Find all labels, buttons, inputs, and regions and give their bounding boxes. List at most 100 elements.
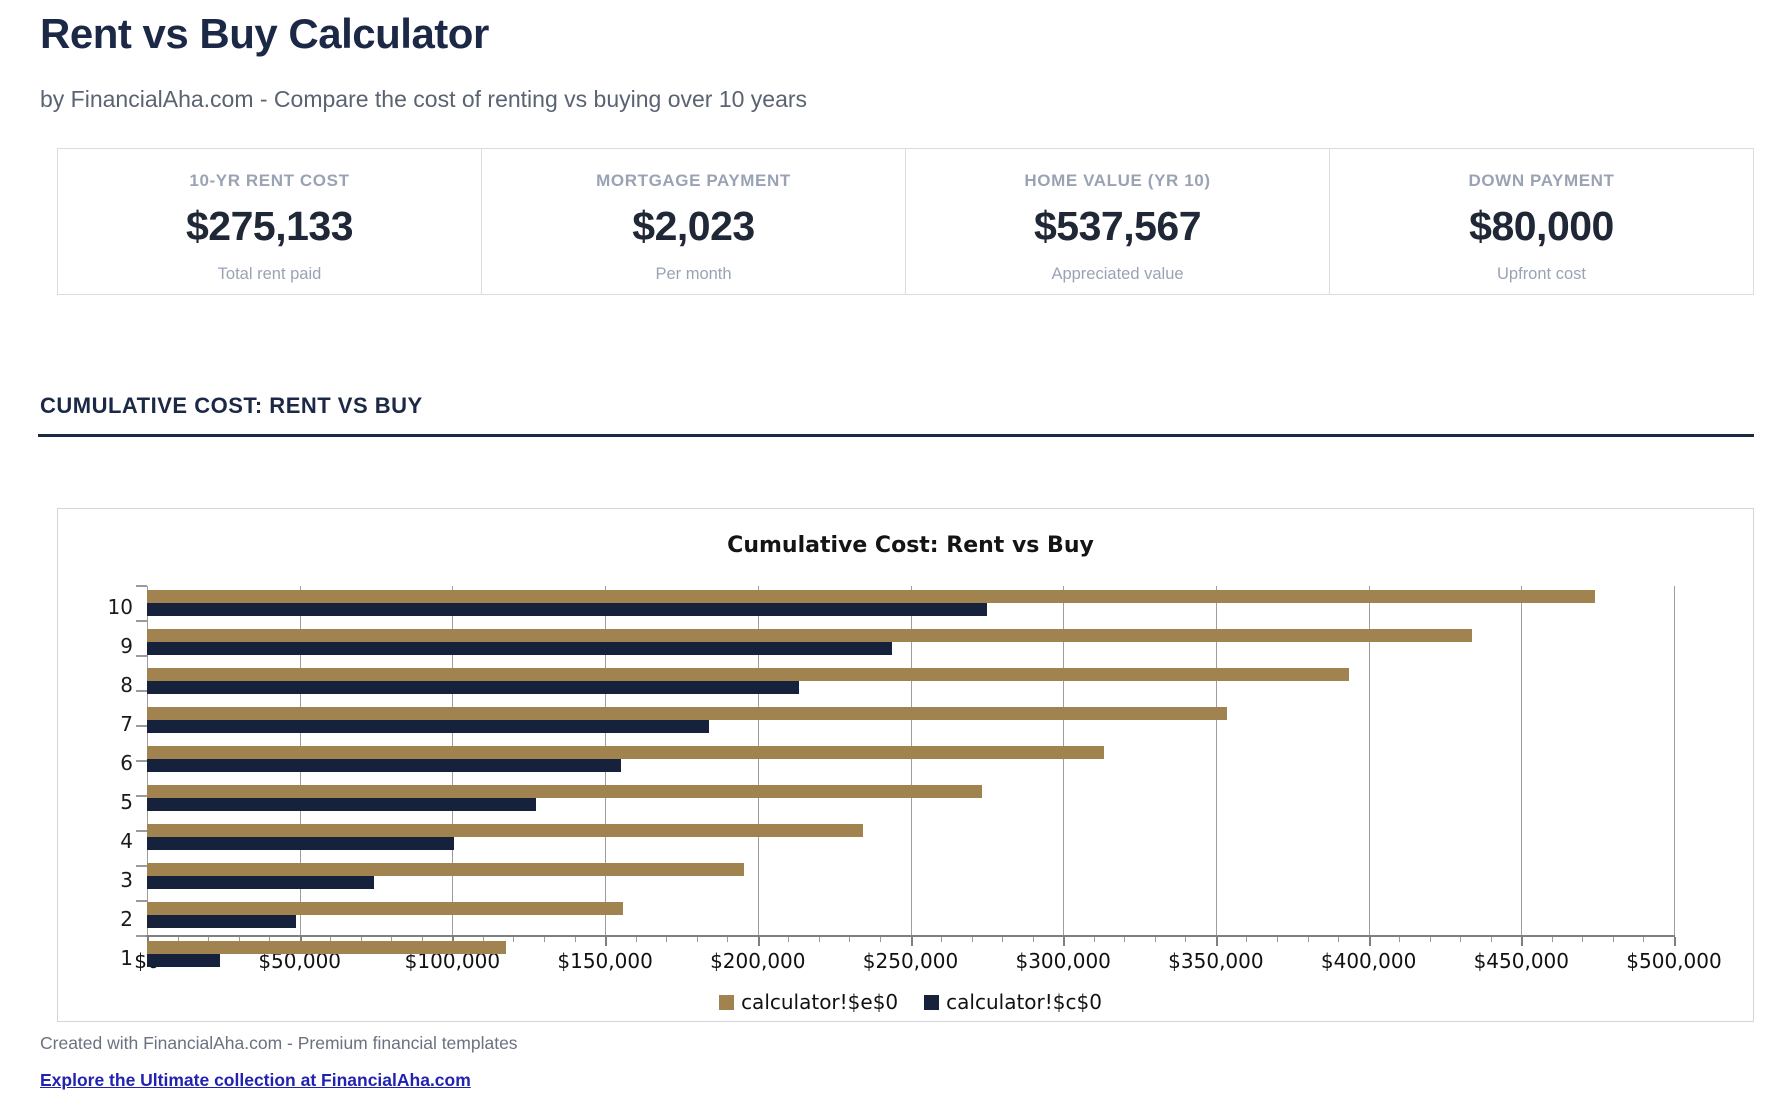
stat-label: MORTGAGE PAYMENT xyxy=(596,171,791,190)
y-axis-tick xyxy=(136,760,147,762)
buy-cost-bar xyxy=(147,941,506,954)
chart-container: Cumulative Cost: Rent vs Buy 10 9 8 7 6 5 4 3 2 1… xyxy=(57,508,1754,1022)
x-axis-minor-tick xyxy=(1093,937,1095,942)
x-axis-minor-tick xyxy=(544,937,546,942)
stat-card-rent-cost: 10-YR RENT COST $275,133 Total rent paid xyxy=(58,149,482,294)
x-axis-minor-tick xyxy=(1429,937,1431,942)
stat-sublabel: Total rent paid xyxy=(217,265,322,283)
x-axis-minor-tick xyxy=(177,937,179,942)
x-axis-major-tick xyxy=(1368,937,1371,946)
vertical-gridline xyxy=(1674,586,1675,936)
vertical-gridline xyxy=(910,586,912,936)
chart-title: Cumulative Cost: Rent vs Buy xyxy=(727,533,1094,558)
category-row: 2 xyxy=(120,902,1674,937)
vertical-gridline xyxy=(1368,586,1370,936)
buy-series-swatch-icon xyxy=(719,994,735,1010)
x-axis-minor-tick xyxy=(879,937,881,942)
x-axis-minor-tick xyxy=(727,937,729,942)
y-axis-label: 10 xyxy=(107,595,133,619)
y-axis-tick xyxy=(136,865,147,867)
rent-series-swatch-icon xyxy=(924,994,940,1010)
x-axis-minor-tick xyxy=(1551,937,1553,942)
stat-sublabel: Per month xyxy=(655,265,732,283)
x-axis-minor-tick xyxy=(208,937,210,942)
stat-card-home-value: HOME VALUE (YR 10) $537,567 Appreciated … xyxy=(906,149,1330,294)
x-axis-minor-tick xyxy=(1124,937,1126,942)
x-axis-tick-label: $350,000 xyxy=(1168,949,1264,973)
stat-label: DOWN PAYMENT xyxy=(1468,171,1615,190)
x-axis-line xyxy=(146,935,1675,937)
buy-cost-bar xyxy=(147,629,1473,642)
x-axis-minor-tick xyxy=(941,937,943,942)
x-axis-minor-tick xyxy=(1032,937,1034,942)
x-axis-minor-tick xyxy=(849,937,851,942)
x-axis-tick-label: $300,000 xyxy=(1015,949,1111,973)
stat-cards-row: 10-YR RENT COST $275,133 Total rent paid… xyxy=(57,148,1754,295)
stat-value: $2,023 xyxy=(632,203,755,249)
rent-cost-bar xyxy=(147,642,892,655)
rent-cost-bar xyxy=(147,720,709,733)
category-row: 5 xyxy=(120,785,1674,820)
x-axis-minor-tick xyxy=(1643,937,1645,942)
stat-value: $80,000 xyxy=(1469,203,1614,249)
x-axis-major-tick xyxy=(1521,937,1524,946)
x-axis-minor-tick xyxy=(788,937,790,942)
vertical-gridline xyxy=(1063,586,1065,936)
x-axis-minor-tick xyxy=(360,937,362,942)
x-axis-major-tick xyxy=(910,937,913,946)
vertical-gridline xyxy=(1521,586,1523,936)
buy-cost-bar xyxy=(147,824,864,837)
page-title: Rent vs Buy Calculator xyxy=(40,10,489,57)
x-axis-minor-tick xyxy=(1460,937,1462,942)
x-axis-minor-tick xyxy=(1276,937,1278,942)
y-axis-tick xyxy=(136,725,147,727)
x-axis-minor-tick xyxy=(1338,937,1340,942)
stat-value: $537,567 xyxy=(1033,203,1202,249)
y-axis-tick xyxy=(136,655,147,657)
legend-item-rent-series: calculator!$c$0 xyxy=(924,990,1102,1014)
y-axis-label: 3 xyxy=(120,868,133,892)
y-axis-tick xyxy=(136,690,147,692)
stat-card-mortgage-payment: MORTGAGE PAYMENT $2,023 Per month xyxy=(482,149,906,294)
legend-item-buy-series: calculator!$e$0 xyxy=(719,990,898,1014)
category-row: 7 xyxy=(120,707,1674,742)
x-axis-minor-tick xyxy=(1612,937,1614,942)
x-axis-minor-tick xyxy=(238,937,240,942)
y-axis-tick xyxy=(136,935,147,937)
x-axis-tick-label: $450,000 xyxy=(1473,949,1570,973)
category-row: 10 xyxy=(108,590,1674,625)
buy-cost-bar xyxy=(147,668,1349,681)
stat-label: HOME VALUE (YR 10) xyxy=(1024,171,1211,190)
x-axis-minor-tick xyxy=(1490,937,1492,942)
footer-explore-link[interactable]: Explore the Ultimate collection at Finan… xyxy=(40,1070,471,1090)
x-axis-minor-tick xyxy=(482,937,484,942)
x-axis-minor-tick xyxy=(666,937,668,942)
rent-cost-bar xyxy=(147,681,799,694)
y-axis-tick xyxy=(136,585,147,587)
x-axis-major-tick xyxy=(1215,937,1218,946)
x-axis-major-tick xyxy=(605,937,608,946)
chart-legend: calculator!$e$0 calculator!$c$0 xyxy=(147,990,1674,1014)
y-axis-tick xyxy=(136,620,147,622)
y-axis-label: 8 xyxy=(120,673,133,697)
x-axis-minor-tick xyxy=(1002,937,1004,942)
category-row: 9 xyxy=(120,629,1674,664)
x-axis-tick-label: $400,000 xyxy=(1320,949,1417,973)
rent-cost-bar xyxy=(147,798,537,811)
x-axis-major-tick xyxy=(757,937,760,946)
rent-cost-bar xyxy=(147,876,374,889)
y-axis-label: 6 xyxy=(120,751,133,775)
stat-label: 10-YR RENT COST xyxy=(189,171,350,190)
plot-area: 10987654321$0$50,000$100,000$150,000$200… xyxy=(108,585,1722,1014)
x-axis-minor-tick xyxy=(818,937,820,942)
x-axis-minor-tick xyxy=(330,937,332,942)
x-axis-minor-tick xyxy=(421,937,423,942)
x-axis-minor-tick xyxy=(1582,937,1584,942)
x-axis-minor-tick xyxy=(1399,937,1401,942)
category-row: 1 xyxy=(120,941,1674,976)
legend-series-label: calculator!$e$0 xyxy=(741,990,899,1014)
buy-cost-bar xyxy=(147,863,745,876)
stat-sublabel: Appreciated value xyxy=(1051,265,1184,283)
vertical-gridline xyxy=(757,586,759,936)
x-axis-minor-tick xyxy=(513,937,515,942)
